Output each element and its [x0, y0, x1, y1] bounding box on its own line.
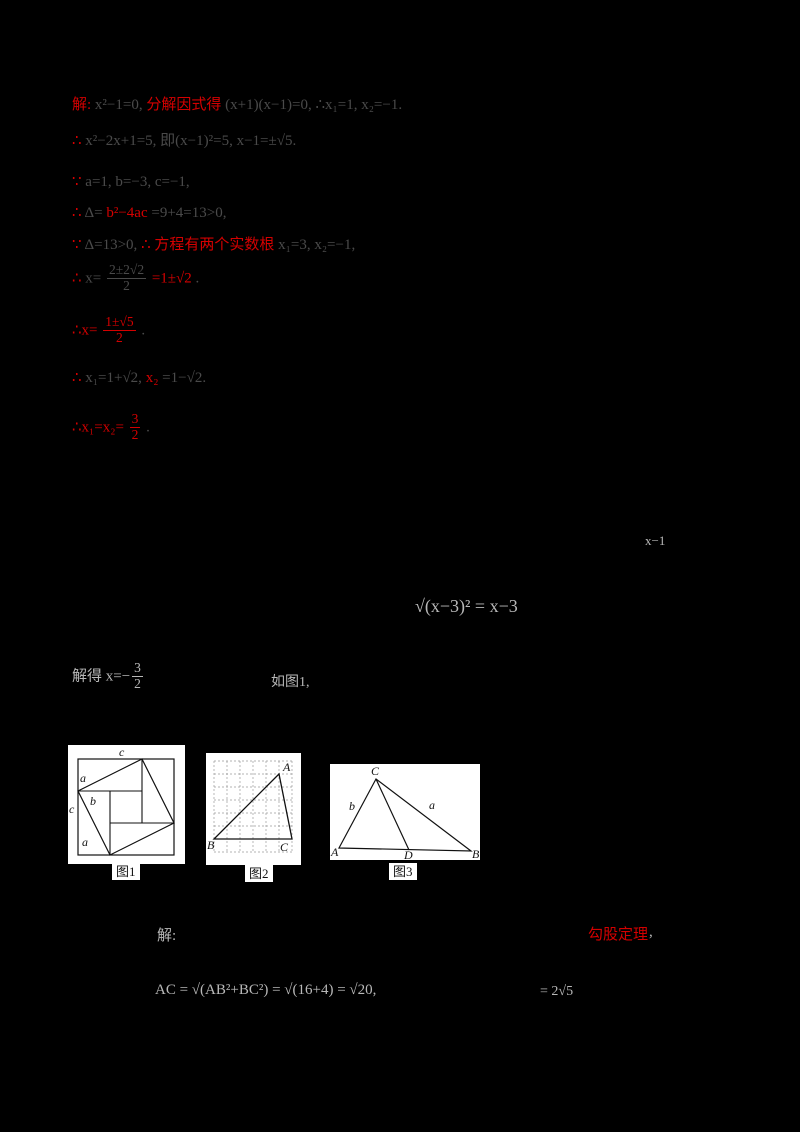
solution-fragment: x=: [85, 270, 102, 287]
solution-fragment: ∴: [141, 237, 151, 253]
figure3-drawing: C b a A D B: [330, 764, 480, 862]
solution-line-1: 解: x²−1=0, 分解因式得 (x+1)(x−1)=0, ∴x₁=1, x₂…: [72, 93, 402, 114]
solution-fragment: .: [195, 270, 200, 287]
fraction-numerator: 3: [129, 411, 141, 428]
fraction-numerator: 2±2√2: [107, 262, 147, 279]
figure1-triangle-legs: [78, 759, 174, 855]
figure1-label-a-left: a: [80, 771, 86, 785]
figure1-label-c-top: c: [119, 745, 125, 759]
figure3-label-b: b: [349, 799, 355, 813]
math-fragment: √(x−3)² = x−3: [415, 596, 518, 616]
figure3-panel: C b a A D B: [330, 764, 480, 862]
solution-fragment: ∴: [72, 270, 82, 287]
solution-fragment: ∴: [72, 205, 82, 221]
fraction-denominator: 2: [134, 675, 141, 691]
solution-line-6: ∴ x= 2±2√2 2 =1±√2 .: [72, 262, 200, 294]
solution-line-2: ∴ x²−2x+1=5, 即(x−1)²=5, x−1=±√5.: [72, 129, 296, 150]
fraction: 1±√5 2: [103, 314, 136, 346]
solution-fragment: (x+1)(x−1)=0, ∴x₁=1, x₂=−1.: [225, 97, 403, 113]
solution-fragment: Δ=: [84, 205, 103, 221]
math-fragment: = 2√5: [540, 984, 574, 999]
figure3-label-B: B: [472, 847, 480, 860]
fraction-numerator: 3: [132, 660, 143, 677]
solution-line-4: ∴ Δ= b²−4ac =9+4=13>0,: [72, 203, 226, 222]
solution-fragment: Δ=13>0,: [84, 237, 138, 253]
figure2-label-B: B: [207, 838, 215, 852]
figure2-drawing: A B C: [207, 760, 293, 854]
solution-line-8: ∴ x₁=1+√2, x₂ =1−√2.: [72, 368, 206, 387]
figure3-label-C: C: [371, 764, 380, 778]
figure2-grid: [213, 760, 293, 853]
solution-line-3: ∵ a=1, b=−3, c=−1,: [72, 172, 190, 191]
solution-line-5: ∵ Δ=13>0, ∴ 方程有两个实数根 x₁=3, x₂=−1,: [72, 233, 355, 254]
math-fragment: x−1: [645, 533, 666, 548]
figure3-triangle: [338, 778, 473, 852]
solution-fragment: 方程有两个实数根: [154, 237, 275, 253]
solution-line-9: ∴x₁=x₂= 3 2 .: [72, 411, 150, 443]
solution-fragment: ∴: [72, 370, 82, 386]
punctuation-fragment: ,: [649, 924, 653, 940]
fraction-denominator: 2: [131, 426, 139, 442]
math-fragment: 解得 x=− 3 2: [72, 660, 145, 692]
figure3-cevian-CD: [375, 778, 410, 851]
figure-reference-text: 如图1,: [271, 675, 310, 690]
solution-fragment: .: [141, 322, 146, 339]
solution-line-7: ∴x= 1±√5 2 .: [72, 314, 146, 346]
fraction: 2±2√2 2: [107, 262, 147, 294]
figure3-label-A: A: [330, 845, 339, 859]
solution-fragment: ∵: [72, 174, 82, 190]
figure2-triangle: [212, 772, 293, 840]
solution-fragment: ∴x=: [72, 322, 98, 339]
highlighted-theorem-text: 勾股定理: [588, 927, 649, 943]
solution-fragment: 解:: [72, 97, 92, 113]
solution-fragment: b²−4ac: [106, 205, 148, 221]
fraction: 3 2: [129, 411, 141, 443]
figure2-caption: 图2: [245, 865, 273, 882]
solution-fragment: ∵: [72, 237, 82, 253]
fraction-denominator: 2: [123, 277, 130, 293]
figure1-panel: c a b c a: [68, 745, 185, 864]
solution-fragment: x₂: [145, 370, 159, 386]
solution-fragment: x²−1=0,: [94, 97, 143, 113]
solution-fragment: 分解因式得: [146, 97, 222, 113]
solution-fragment: =1−√2.: [162, 370, 207, 386]
solution-fragment: =1±√2: [151, 270, 192, 287]
figure2-panel: A B C: [206, 753, 301, 865]
fraction-numerator: 1±√5: [103, 314, 136, 331]
figure3-label-D: D: [403, 848, 413, 860]
solution-start-label: 解:: [157, 928, 177, 944]
figure1-label-a-bottom: a: [82, 835, 88, 849]
figure1-drawing: c a b c a: [69, 745, 175, 856]
math-fragment-text: 解得 x=−: [72, 668, 131, 685]
figure1-outer-square: [77, 758, 175, 856]
figure2-label-C: C: [280, 840, 289, 854]
solution-fragment: ∴: [72, 133, 82, 149]
solution-fragment: .: [146, 419, 150, 436]
figure3-caption: 图3: [389, 863, 417, 880]
solution-fragment: x₁=3, x₂=−1,: [278, 237, 356, 253]
solution-fragment: x²−2x+1=5, 即(x−1)²=5, x−1=±√5.: [85, 133, 297, 149]
figure3-label-a: a: [429, 798, 435, 812]
solution-fragment: ∴x₁=x₂=: [72, 419, 124, 436]
figure1-label-c-side: c: [69, 802, 75, 816]
solution-fragment: x₁=1+√2,: [85, 370, 142, 386]
solution-fragment: a=1, b=−3, c=−1,: [85, 174, 190, 190]
figure2-label-A: A: [282, 760, 291, 774]
figure1-caption: 图1: [112, 863, 140, 880]
figure1-label-b-left: b: [90, 794, 96, 808]
fraction-denominator: 2: [116, 329, 123, 345]
math-fragment: AC = √(AB²+BC²) = √(16+4) = √20,: [155, 982, 377, 998]
solution-fragment: =9+4=13>0,: [151, 205, 227, 221]
